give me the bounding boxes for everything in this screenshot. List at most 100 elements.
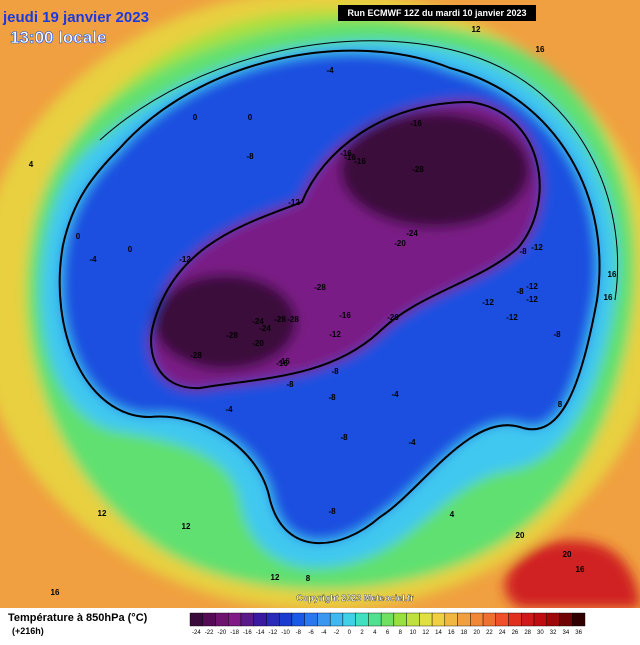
legend-title: Température à 850hPa (°C) [8,612,148,624]
colorbar-tick-label: 16 [448,630,455,636]
colorbar-swatch [304,612,318,627]
colorbar-tick-label: 18 [461,630,468,636]
colorbar-swatch [508,612,522,627]
contour-label: -28 [190,351,202,360]
contour-label: -8 [553,330,561,339]
colorbar-swatch [342,612,356,627]
copyright: Copyright 2023 Meteociel.fr [296,593,414,603]
contour-label: 20 [563,550,572,559]
colorbar-tick-label: 34 [563,630,570,636]
contour-label: 16 [51,588,60,597]
colorbar-tick-label: 8 [399,630,403,636]
colorbar-tick-label: -4 [321,630,327,636]
colorbar-tick-label: 0 [348,630,352,636]
colorbar-tick-label: -14 [256,630,265,636]
colorbar-tick-label: 26 [512,630,519,636]
colorbar-swatch [202,612,216,627]
colorbar-tick-label: 32 [550,630,557,636]
colorbar-swatch [470,612,484,627]
contour-label: 12 [472,25,481,34]
contour-label: 12 [271,573,280,582]
contour-label: -12 [482,298,494,307]
forecast-time: 13:00 locale [10,28,106,47]
colorbar-swatch [380,612,395,627]
colorbar-tick-label: -6 [308,630,314,636]
contour-label: -16 [340,149,352,158]
contour-label: -20 [252,339,264,348]
contour-label: -16 [354,157,366,166]
field-dark-purple [153,274,297,370]
contour-label: 8 [558,400,563,409]
colorbar-swatch [533,612,547,627]
contour-label: -20 [387,313,399,322]
contour-lines [58,40,619,545]
colorbar-tick-label: -12 [268,630,277,636]
colorbar-swatch [482,612,497,627]
colorbar-tick-label: -2 [334,630,340,636]
contour-label: 4 [450,510,455,519]
contour-label: -8 [328,393,336,402]
contour-label: -12 [526,295,538,304]
temperature-fields [0,0,640,608]
colorbar-tick-label: 28 [524,630,531,636]
colorbar-swatch [329,612,344,627]
colorbar-tick-label: 2 [360,630,364,636]
contour-label: 0 [128,245,133,254]
contour-label: -16 [339,311,351,320]
colorbar-swatch [457,612,471,627]
colorbar-swatch [215,612,229,627]
contour-label: -28 [412,165,424,174]
contour-label: -4 [391,390,399,399]
contour-label: -16 [410,119,422,128]
contour-label: -8 [331,367,339,376]
colorbar-tick-label: 10 [410,630,417,636]
contour-label: -12 [506,313,518,322]
contour-label: -28 [287,315,299,324]
contour-label: -16 [344,153,356,162]
colorbar-swatch [559,612,573,627]
contour-label: 16 [576,565,585,574]
colorbar-tick-label: 20 [473,630,480,636]
colorbar-tick-label: 14 [435,630,442,636]
colorbar-swatch [521,612,535,627]
legend-lead: (+216h) [12,626,44,636]
contour-label: -8 [328,507,336,516]
colorbar-swatch [253,612,267,627]
field-dark-purple [340,112,530,228]
contour-label: -28 [314,283,326,292]
contour-label: -4 [89,255,97,264]
temperature-map: -28-28-24-24-28 -28-28-20-16-12-16-16-28-… [0,0,640,608]
colorbar-tick-label: -20 [218,630,227,636]
colorbar-tick-label: -18 [230,630,239,636]
colorbar-tick-label: -24 [192,630,201,636]
contour-label: -12 [531,243,543,252]
contour-minus-20 [150,100,541,390]
contour-label: -20 [394,239,406,248]
contour-minus-8 [58,49,601,545]
run-info: Run ECMWF 12Z du mardi 10 janvier 2023 [347,8,526,18]
colorbar-swatch [572,612,586,627]
contour-label: -8 [516,287,524,296]
contour-label: -12 [526,282,538,291]
colorbar-tick-label: 22 [486,630,493,636]
contour-labels: -28-28-24-24-28 -28-28-20-16-12-16-16-28-… [29,25,617,597]
contour-label: -8 [246,152,254,161]
contour-label: -16 [276,359,288,368]
run-box [338,5,536,21]
colorbar-swatch [393,612,407,627]
colorbar-tick-label: -16 [243,630,252,636]
contour-label: 16 [604,293,613,302]
contour-label: 12 [182,522,191,531]
colorbar: -24 -22 -20 -18 -16 -14 -12 -10 -8 -6 -4 -2 0 2 4 6 8 10 1… [189,612,586,636]
colorbar-swatch [368,612,382,627]
colorbar-tick-label: 24 [499,630,506,636]
colorbar-swatch [431,612,446,627]
colorbar-tick-label: 4 [373,630,377,636]
colorbar-swatch [444,612,458,627]
colorbar-tick-label: -22 [205,630,214,636]
contour-label: 8 [306,574,311,583]
contour-minus-4 [99,40,619,301]
contour-label: 16 [536,45,545,54]
forecast-date: jeudi 19 janvier 2023 [2,9,149,26]
